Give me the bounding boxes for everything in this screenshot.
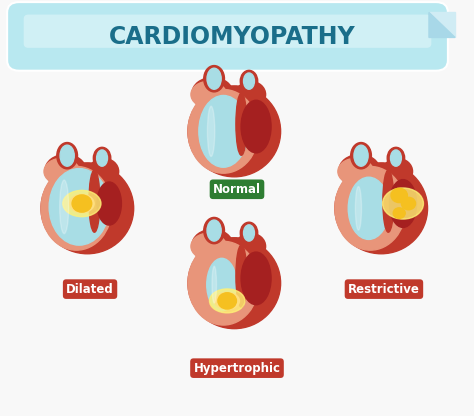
Text: Restrictive: Restrictive [348,282,420,296]
Ellipse shape [241,252,271,305]
Circle shape [393,208,405,218]
Ellipse shape [351,143,372,169]
Ellipse shape [192,229,233,260]
Ellipse shape [236,245,247,307]
Ellipse shape [199,96,248,167]
Ellipse shape [354,145,368,166]
Ellipse shape [383,170,394,232]
Ellipse shape [383,188,423,219]
Ellipse shape [204,218,225,244]
Ellipse shape [49,168,109,245]
Ellipse shape [335,163,428,254]
Ellipse shape [387,147,405,169]
Text: Dilated: Dilated [66,282,114,296]
Ellipse shape [391,150,401,166]
Ellipse shape [188,241,259,325]
Ellipse shape [207,68,221,89]
Polygon shape [429,12,455,37]
Ellipse shape [89,170,100,232]
Ellipse shape [236,82,265,108]
Ellipse shape [210,289,245,313]
Ellipse shape [244,225,255,241]
Circle shape [401,197,416,210]
Ellipse shape [188,86,281,177]
Polygon shape [429,12,455,37]
Ellipse shape [215,292,239,309]
Text: Hypertrophic: Hypertrophic [193,362,281,375]
Ellipse shape [204,66,225,92]
Ellipse shape [207,220,221,241]
Ellipse shape [97,150,108,166]
Ellipse shape [41,163,134,254]
Circle shape [72,195,91,212]
Ellipse shape [335,166,406,250]
Ellipse shape [390,180,417,228]
Ellipse shape [191,82,227,108]
Ellipse shape [191,233,227,260]
Ellipse shape [240,222,258,244]
Ellipse shape [240,70,258,92]
Ellipse shape [60,180,69,234]
Ellipse shape [356,186,362,230]
Ellipse shape [63,191,101,217]
Ellipse shape [338,158,374,185]
FancyBboxPatch shape [24,15,431,48]
Ellipse shape [93,147,111,169]
Ellipse shape [339,154,380,186]
Ellipse shape [44,158,80,185]
Ellipse shape [236,93,247,155]
Ellipse shape [192,77,233,109]
Ellipse shape [188,89,259,173]
Circle shape [391,188,407,203]
Ellipse shape [348,177,389,239]
Ellipse shape [241,100,271,153]
Ellipse shape [212,266,217,303]
Text: Normal: Normal [213,183,261,196]
FancyBboxPatch shape [7,2,448,71]
Ellipse shape [207,258,237,311]
Ellipse shape [57,143,78,169]
Ellipse shape [97,182,121,225]
Ellipse shape [60,145,74,166]
Ellipse shape [208,106,215,156]
Ellipse shape [70,194,94,213]
Ellipse shape [188,238,281,329]
Text: CARDIOMYOPATHY: CARDIOMYOPATHY [109,25,356,49]
Ellipse shape [41,166,112,250]
Ellipse shape [244,73,255,89]
Ellipse shape [45,154,86,186]
Circle shape [218,293,237,309]
Ellipse shape [236,233,265,260]
Ellipse shape [383,158,412,185]
Ellipse shape [89,158,118,185]
